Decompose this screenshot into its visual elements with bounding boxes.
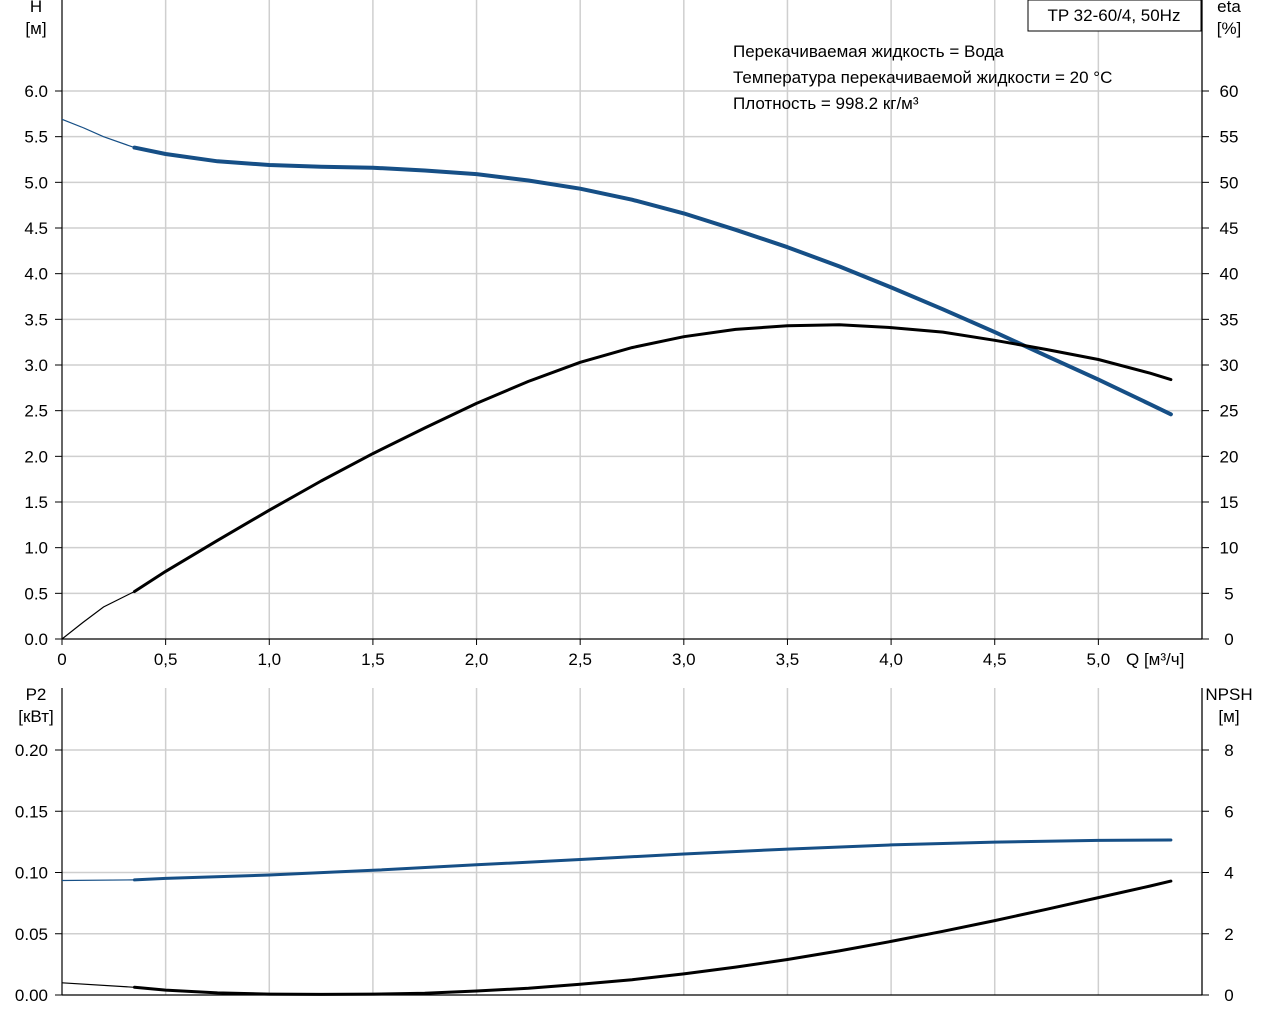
x-tick-label: 5,0: [1087, 650, 1111, 669]
y-left-tick-label: 1.5: [24, 493, 48, 512]
y-right-tick-label: 0: [1224, 630, 1233, 649]
y-left-tick-label: 3.5: [24, 310, 48, 329]
y-right-tick-label: 20: [1220, 447, 1239, 466]
y-left-tick-label: 0.00: [15, 986, 48, 1005]
series-2-line: [133, 879, 1173, 996]
y-left-tick-label: 1.0: [24, 539, 48, 558]
x-tick-label: 3,0: [672, 650, 696, 669]
y-left-label-unit: [кВт]: [18, 707, 53, 726]
y-right-tick-label: 10: [1220, 539, 1239, 558]
y-right-tick-label: 45: [1220, 219, 1239, 238]
y-right-tick-label: 0: [1224, 986, 1233, 1005]
x-tick-label: 2,5: [568, 650, 592, 669]
y-right-tick-label: 2: [1224, 925, 1233, 944]
x-tick-label: 4,0: [879, 650, 903, 669]
info-line-2: Температура перекачиваемой жидкости = 20…: [733, 68, 1112, 87]
y-right-tick-label: 35: [1220, 310, 1239, 329]
series-2-tail: [61, 982, 135, 988]
x-axis-label: Q [м³/ч]: [1126, 650, 1184, 669]
y-left-tick-label: 0.05: [15, 925, 48, 944]
y-right-label-name: NPSH: [1205, 685, 1252, 704]
y-right-tick-label: 60: [1220, 82, 1239, 101]
series-1-tail: [61, 118, 135, 149]
y-left-tick-label: 0.0: [24, 630, 48, 649]
y-left-label-unit: [м]: [25, 19, 46, 38]
y-left-tick-label: 2.5: [24, 402, 48, 421]
y-right-tick-label: 8: [1224, 741, 1233, 760]
y-right-label-unit: [%]: [1217, 19, 1242, 38]
y-left-tick-label: 5.0: [24, 173, 48, 192]
title-box-text: TP 32-60/4, 50Hz: [1048, 6, 1181, 25]
y-right-tick-label: 25: [1220, 402, 1239, 421]
y-left-tick-label: 4.0: [24, 265, 48, 284]
series-1-tail: [61, 879, 135, 882]
y-left-tick-label: 0.5: [24, 584, 48, 603]
info-line-3: Плотность = 998.2 кг/м³: [733, 94, 919, 113]
x-tick-label: 0,5: [154, 650, 178, 669]
y-left-tick-label: 3.0: [24, 356, 48, 375]
x-tick-label: 1,5: [361, 650, 385, 669]
series-1-line: [132, 145, 1173, 417]
y-right-label-unit: [м]: [1218, 707, 1239, 726]
y-left-label-name: H: [30, 0, 42, 16]
x-tick-label: 1,0: [257, 650, 281, 669]
y-right-tick-label: 50: [1220, 173, 1239, 192]
power-npsh-panel: 0.00 0.05 0.10 0.15 0.20 0 2 4 6 8 P2 [кВт] NPSH [м]: [15, 685, 1253, 1005]
y-right-tick-label: 4: [1224, 864, 1233, 883]
x-tick-label: 2,0: [465, 650, 489, 669]
info-line-1: Перекачиваемая жидкость = Вода: [733, 42, 1004, 61]
series-2-tail: [61, 590, 135, 640]
y-left-tick-label: 0.15: [15, 802, 48, 821]
y-right-tick-label: 55: [1220, 128, 1239, 147]
y-left-label-name: P2: [26, 685, 47, 704]
x-tick-label: 4,5: [983, 650, 1007, 669]
x-tick-label: 0: [57, 650, 66, 669]
y-right-tick-label: 40: [1220, 265, 1239, 284]
y-right-tick-label: 30: [1220, 356, 1239, 375]
y-left-tick-label: 0.10: [15, 864, 48, 883]
y-left-tick-label: 5.5: [24, 128, 48, 147]
x-tick-label: 3,5: [776, 650, 800, 669]
y-right-tick-label: 6: [1224, 802, 1233, 821]
y-right-label-name: eta: [1217, 0, 1241, 16]
series-2-line: [133, 323, 1173, 593]
y-left-tick-label: 0.20: [15, 741, 48, 760]
y-left-tick-label: 6.0: [24, 82, 48, 101]
series-1-line: [133, 838, 1173, 882]
y-left-tick-label: 4.5: [24, 219, 48, 238]
y-left-tick-label: 2.0: [24, 447, 48, 466]
head-efficiency-panel: 0.0 0.5 1.0 1.5 2.0 2.5 3.0 3.5 4.0 4.5 5.0 5.5 6.0 0…: [24, 0, 1241, 669]
title-box: [1027, 0, 1202, 32]
y-right-tick-label: 15: [1220, 493, 1239, 512]
y-right-tick-label: 5: [1224, 584, 1233, 603]
